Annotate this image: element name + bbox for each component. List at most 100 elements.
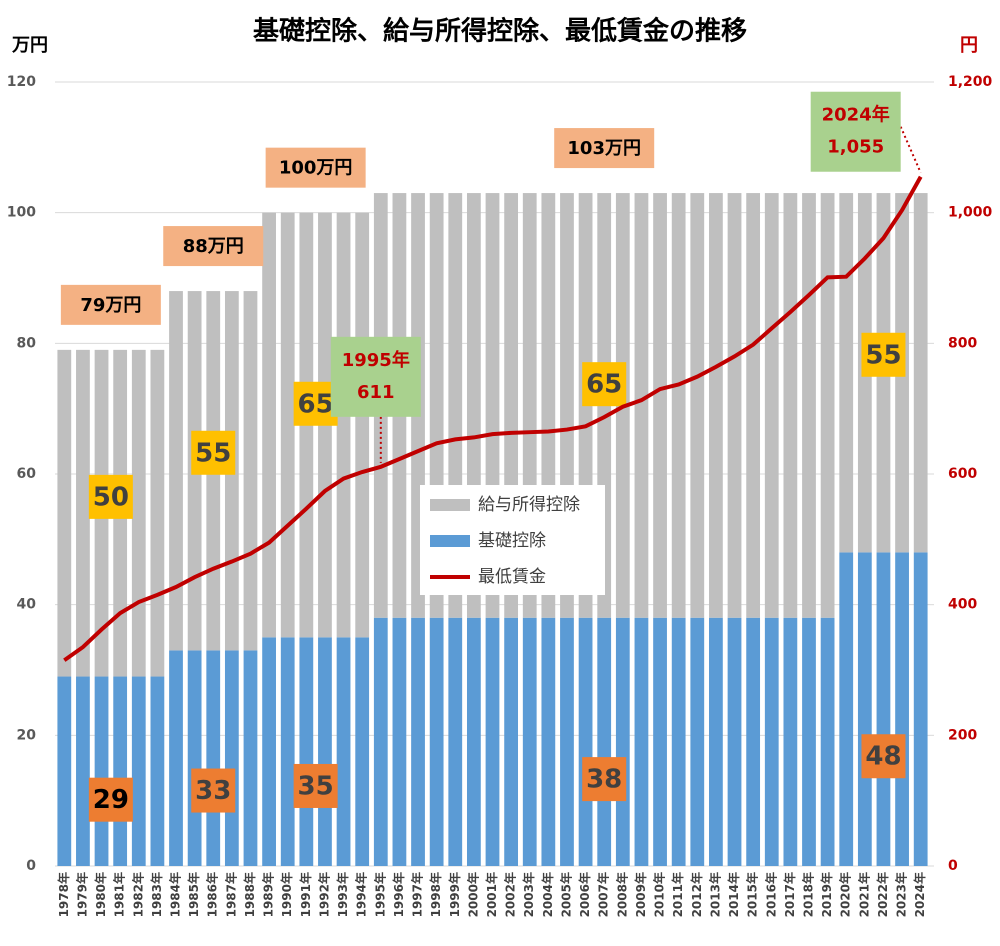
- bar: [206, 650, 221, 866]
- callout-label: 1995年: [342, 349, 410, 371]
- bar: [690, 193, 705, 618]
- bar: [783, 193, 798, 618]
- segment-label-box: [861, 332, 906, 377]
- data-label: 611: [357, 382, 395, 403]
- data-label: 33: [195, 776, 231, 806]
- legend-swatch: [430, 535, 470, 547]
- x-tick-label: 1985年: [186, 872, 201, 917]
- annotation-box: [60, 284, 161, 325]
- bar: [746, 193, 761, 618]
- bar: [280, 637, 295, 866]
- data-label: 1,055: [827, 137, 884, 158]
- x-tick-label: 1978年: [56, 872, 71, 917]
- x-tick-label: 2010年: [652, 872, 667, 917]
- bar: [578, 617, 593, 866]
- y-tick-label: 80: [17, 335, 37, 351]
- data-label: 55: [195, 438, 231, 468]
- x-tick-label: 2022年: [875, 872, 890, 917]
- data-label: 50: [93, 482, 129, 512]
- bar: [839, 193, 854, 553]
- bar: [299, 637, 314, 866]
- bar: [913, 193, 928, 553]
- bar: [150, 676, 165, 866]
- x-tick-label: 1998年: [428, 872, 443, 917]
- bar: [541, 617, 556, 866]
- bar: [392, 617, 407, 866]
- y2-tick-label: 400: [948, 597, 977, 613]
- x-tick-label: 2020年: [838, 872, 853, 917]
- x-tick-label: 2009年: [633, 872, 648, 917]
- legend-label: 最低賃金: [478, 567, 546, 587]
- x-tick-label: 1999年: [447, 872, 462, 917]
- y2-tick-label: 1,200: [948, 74, 993, 90]
- x-tick-label: 1982年: [130, 872, 145, 917]
- bar: [895, 552, 909, 866]
- x-tick-label: 2017年: [782, 872, 797, 917]
- x-tick-label: 1995年: [372, 872, 387, 917]
- x-tick-label: 1994年: [354, 872, 369, 917]
- bar: [336, 212, 351, 638]
- y2-tick-label: 0: [948, 858, 958, 874]
- x-tick-label: 1981年: [112, 872, 127, 917]
- segment-label-box: [293, 381, 338, 426]
- annotation: 100万円: [279, 158, 353, 179]
- bar: [355, 637, 370, 866]
- bar: [187, 650, 202, 866]
- bar: [373, 617, 388, 866]
- data-label: 65: [586, 370, 622, 400]
- bar: [76, 349, 90, 677]
- x-tick-label: 2016年: [763, 872, 778, 917]
- bar: [671, 193, 686, 618]
- bar: [727, 193, 742, 618]
- x-tick-label: 1996年: [391, 872, 406, 917]
- segment-label-box: [191, 768, 236, 813]
- bar: [690, 617, 705, 866]
- bar: [522, 617, 537, 866]
- bar: [746, 617, 761, 866]
- segment-label-box: [293, 763, 338, 808]
- bar: [709, 617, 723, 866]
- bar: [671, 617, 686, 866]
- bar: [224, 650, 239, 866]
- x-tick-label: 2012年: [689, 872, 704, 917]
- x-tick-label: 1980年: [93, 872, 108, 917]
- bar: [615, 617, 630, 866]
- data-label: 65: [298, 389, 334, 419]
- y2-tick-label: 800: [948, 335, 977, 351]
- x-tick-label: 2004年: [540, 872, 555, 917]
- bar: [839, 552, 854, 866]
- x-tick-label: 1986年: [205, 872, 220, 917]
- bar: [653, 193, 667, 618]
- bar: [57, 349, 72, 677]
- bar: [243, 650, 258, 866]
- bar: [876, 552, 891, 866]
- bar: [802, 193, 816, 618]
- bar: [597, 617, 612, 866]
- data-label: 38: [586, 765, 622, 795]
- callout-box: [810, 91, 901, 172]
- annotation: 79万円: [80, 295, 141, 316]
- x-tick-label: 2005年: [558, 872, 573, 917]
- data-label: 29: [93, 785, 129, 815]
- x-tick-label: 2018年: [800, 872, 815, 917]
- x-tick-label: 2008年: [614, 872, 629, 917]
- x-tick-label: 1979年: [74, 872, 89, 917]
- x-tick-label: 2014年: [726, 872, 741, 917]
- y-tick-label: 20: [17, 727, 37, 743]
- y2-tick-label: 600: [948, 466, 977, 482]
- data-label: 48: [865, 742, 901, 772]
- bar: [336, 637, 351, 866]
- x-tick-label: 2001年: [484, 872, 499, 917]
- callout-leader: [899, 126, 922, 174]
- x-tick-label: 2021年: [856, 872, 871, 917]
- x-tick-label: 1989年: [261, 872, 276, 917]
- x-tick-label: 2007年: [596, 872, 611, 917]
- bar: [727, 617, 742, 866]
- segment-label-box: [88, 777, 133, 822]
- x-tick-label: 1990年: [279, 872, 294, 917]
- legend-label: 基礎控除: [478, 531, 546, 551]
- data-label: 35: [298, 771, 334, 801]
- y-tick-label: 60: [17, 466, 37, 482]
- bar: [634, 193, 649, 618]
